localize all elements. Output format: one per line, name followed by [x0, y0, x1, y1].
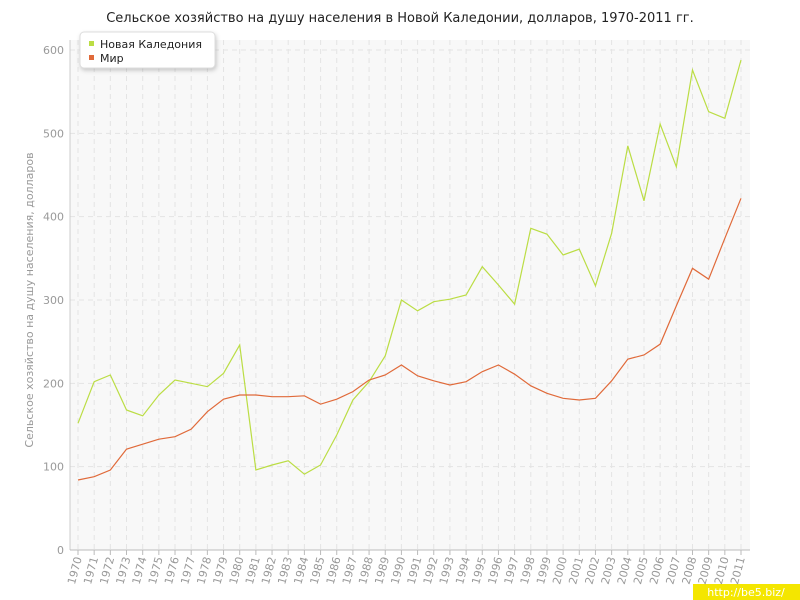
- y-tick-label: 600: [43, 44, 64, 57]
- legend-label: Новая Каледония: [100, 38, 202, 51]
- y-tick-label: 100: [43, 461, 64, 474]
- series-line: [77, 59, 742, 475]
- watermark-bg: [693, 584, 800, 600]
- legend-label: Мир: [100, 52, 124, 65]
- y-tick-label: 200: [43, 377, 64, 390]
- y-axis-label: Сельское хозяйство на душу населения, до…: [23, 152, 36, 447]
- legend-swatch: [89, 55, 94, 60]
- chart-title: Сельское хозяйство на душу населения в Н…: [106, 11, 694, 26]
- y-tick-label: 400: [43, 211, 64, 224]
- legend-box: [79, 31, 216, 69]
- y-tick-label: 500: [43, 127, 64, 140]
- plot-area: [70, 40, 750, 550]
- watermark: http://be5.biz/: [707, 586, 785, 599]
- series-line: [77, 198, 742, 481]
- y-tick-label: 0: [57, 544, 64, 557]
- legend-swatch: [89, 41, 94, 46]
- y-tick-label: 300: [43, 294, 64, 307]
